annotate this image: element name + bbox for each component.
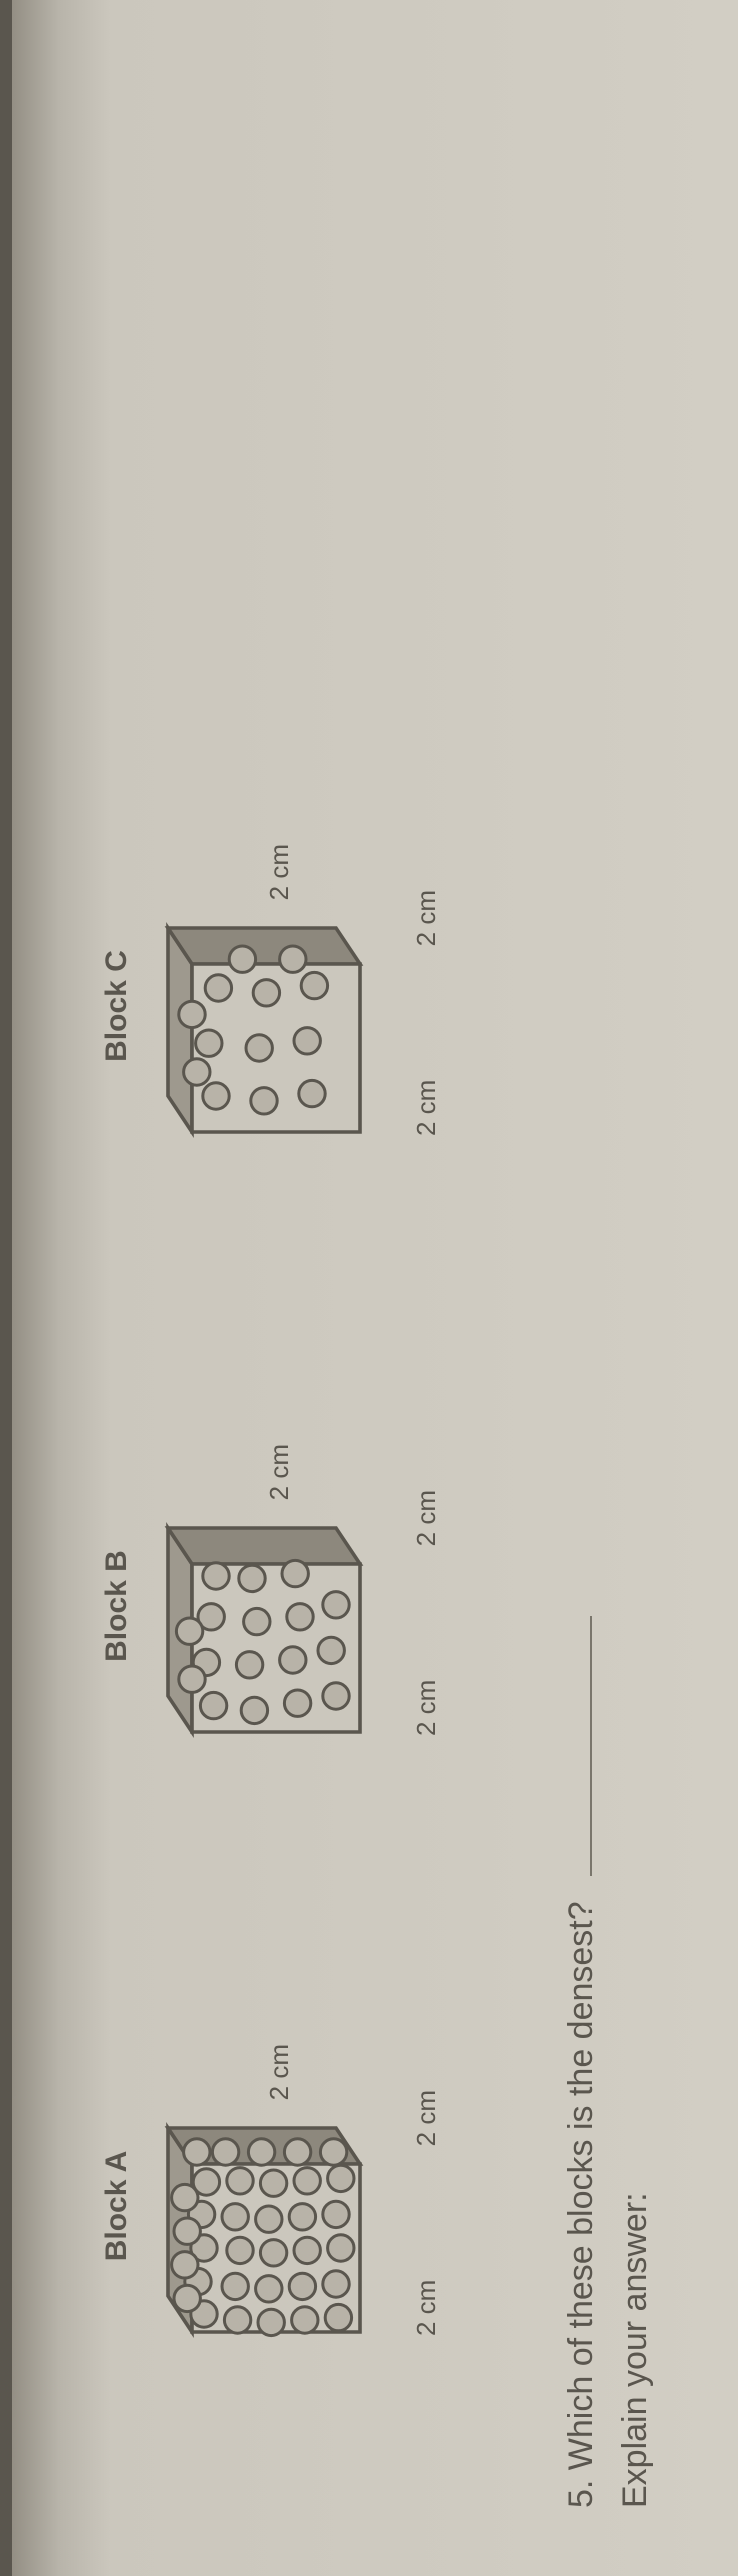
page-top-border <box>0 0 12 2576</box>
worksheet-page: Block A 2 cm 2 cm 2 cm Block B <box>0 0 738 2576</box>
block-c-dim-bot-left: 2 cm <box>411 1080 442 1136</box>
question-5: 5. Which of these blocks is the densest?… <box>554 60 663 2508</box>
block-a-dim-bot-left: 2 cm <box>411 2280 442 2336</box>
answer-blank[interactable] <box>588 1616 592 1876</box>
block-c-cube <box>144 896 384 1176</box>
block-b-dim-bot-left: 2 cm <box>411 1680 442 1736</box>
block-b-figure: 2 cm 2 cm 2 cm <box>144 1436 444 1776</box>
block-c-label: Block C <box>100 950 134 1062</box>
block-c-figure: 2 cm 2 cm 2 cm <box>144 836 444 1176</box>
question-text: Which of these blocks is the densest? <box>562 1901 600 2470</box>
block-b-cube <box>144 1496 384 1776</box>
block-a-figure: 2 cm 2 cm 2 cm <box>144 2036 444 2376</box>
block-a-group: Block A 2 cm 2 cm 2 cm <box>100 2036 444 2376</box>
question-explain: Explain your answer: <box>608 60 662 2508</box>
block-a-dim-right: 2 cm <box>264 2044 295 2100</box>
block-a-label: Block A <box>100 2151 134 2262</box>
block-b-group: Block B 2 cm 2 cm 2 cm <box>100 1436 444 1776</box>
block-c-dim-bot-right: 2 cm <box>411 890 442 946</box>
block-b-dim-bot-right: 2 cm <box>411 1490 442 1546</box>
block-a-dim-bot-right: 2 cm <box>411 2090 442 2146</box>
block-c-dim-right: 2 cm <box>264 844 295 900</box>
block-c-group: Block C 2 cm 2 cm 2 cm <box>100 836 444 1176</box>
block-a-cube <box>144 2096 384 2376</box>
question-line-1: 5. Which of these blocks is the densest? <box>554 60 608 2508</box>
block-b-label: Block B <box>100 1550 134 1662</box>
blocks-row: Block A 2 cm 2 cm 2 cm Block B <box>100 60 444 2376</box>
question-number: 5. <box>562 2480 600 2508</box>
block-b-dim-right: 2 cm <box>264 1444 295 1500</box>
